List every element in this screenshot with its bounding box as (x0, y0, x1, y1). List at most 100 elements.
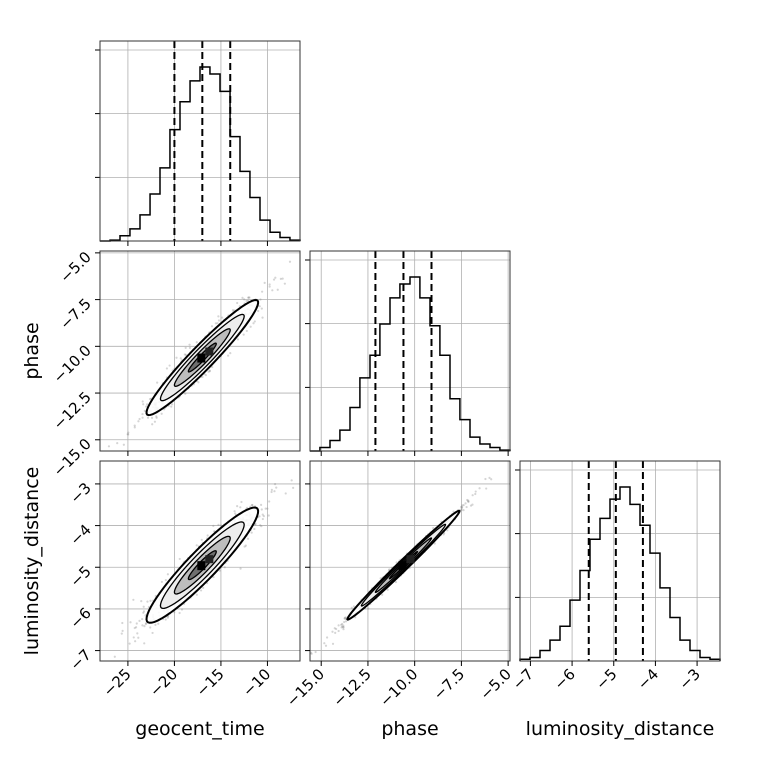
sample-point (432, 527, 435, 530)
sample-point (141, 412, 144, 416)
sample-point (462, 504, 465, 507)
sample-point (197, 381, 200, 384)
sample-point (199, 589, 203, 592)
grid (310, 251, 510, 451)
density-peak (197, 353, 206, 363)
sample-point (178, 611, 181, 615)
sample-point (180, 608, 184, 611)
sample-point (146, 600, 149, 603)
sample-point (343, 616, 346, 619)
sample-point (337, 629, 340, 633)
sample-point (452, 510, 455, 513)
sample-point (276, 288, 279, 291)
panel-frame (99, 250, 301, 452)
sample-point (200, 538, 203, 541)
sample-point (243, 545, 246, 548)
sample-point (462, 509, 465, 512)
sample-point (273, 482, 277, 486)
histogram-luminosity_distance (519, 486, 721, 661)
sample-point (344, 617, 347, 620)
sample-point (153, 420, 157, 423)
sample-point (467, 499, 470, 502)
histogram-geocent_time (100, 66, 301, 242)
sample-point (164, 579, 167, 582)
x-tick-label: −10.0 (376, 665, 421, 710)
sample-point (217, 319, 221, 322)
sample-point (155, 416, 158, 419)
density-peak (205, 555, 214, 564)
y-axis-luminosity_distance: −7 −6 −5 −4 −3 luminosity_distance (21, 467, 100, 674)
sample-point (136, 632, 139, 635)
sample-point (288, 260, 292, 263)
sample-point (133, 626, 136, 630)
sample-point (386, 588, 389, 591)
x-tick-label: −7 (509, 665, 537, 693)
sample-point (138, 619, 141, 622)
sample-point (134, 626, 138, 629)
x-tick-label: −25 (100, 665, 135, 700)
sample-point (395, 561, 398, 564)
grid (520, 461, 720, 661)
sample-point (284, 492, 287, 495)
sample-point (233, 510, 236, 513)
density-peak (406, 555, 415, 564)
sample-point (127, 433, 130, 436)
sample-point (151, 423, 154, 426)
sample-point (150, 416, 154, 419)
sample-point (258, 515, 261, 518)
y-tick-label: −5.0 (56, 248, 94, 286)
sample-point (241, 296, 244, 300)
sample-point (141, 617, 144, 621)
sample-point (208, 370, 211, 373)
x-tick-label: −5.0 (476, 665, 514, 703)
sample-point (442, 533, 445, 536)
sample-point (133, 426, 136, 429)
sample-point (212, 575, 215, 579)
sample-point (272, 278, 276, 281)
sample-point (171, 403, 174, 406)
pair-panel-geocent_time-luminosity_distance (99, 460, 301, 662)
x-axis-label-luminosity_distance: luminosity_distance (526, 718, 715, 740)
sample-point (261, 290, 264, 293)
sample-point (253, 320, 256, 323)
sample-point (142, 610, 146, 613)
sample-point (261, 316, 264, 319)
y-tick-label: −7.5 (56, 295, 94, 333)
x-tick-label: −7.5 (430, 665, 468, 703)
sample-point (253, 527, 256, 531)
x-tick-label: −12.5 (330, 665, 375, 710)
sample-point (279, 277, 282, 280)
sample-point (229, 352, 232, 355)
x-tick-label: −4 (634, 665, 662, 693)
sample-point (261, 517, 264, 521)
sample-point (260, 508, 263, 511)
sample-point (262, 515, 265, 518)
sample-point (142, 403, 145, 406)
sample-point (310, 652, 313, 655)
sample-point (333, 627, 336, 630)
sample-point (239, 567, 242, 570)
sample-point (126, 433, 129, 436)
sample-point (211, 365, 214, 369)
sample-point (379, 577, 382, 580)
sample-point (173, 611, 176, 614)
sample-point (102, 466, 104, 468)
x-ticks-row-1 (127, 451, 509, 456)
sample-point (460, 505, 463, 509)
sample-point (143, 409, 146, 412)
sample-point (195, 544, 198, 547)
sample-point (331, 642, 335, 645)
sample-point (275, 486, 278, 489)
y-axis-label-luminosity_distance: luminosity_distance (21, 467, 43, 656)
sample-point (248, 296, 251, 299)
sample-point (270, 488, 273, 491)
sample-point (367, 607, 370, 610)
sample-point (340, 626, 343, 629)
sample-point (166, 616, 170, 619)
sample-point (154, 623, 157, 626)
sample-point (184, 346, 187, 349)
sample-point (145, 403, 149, 406)
sample-point (490, 478, 493, 481)
sample-point (175, 356, 178, 359)
